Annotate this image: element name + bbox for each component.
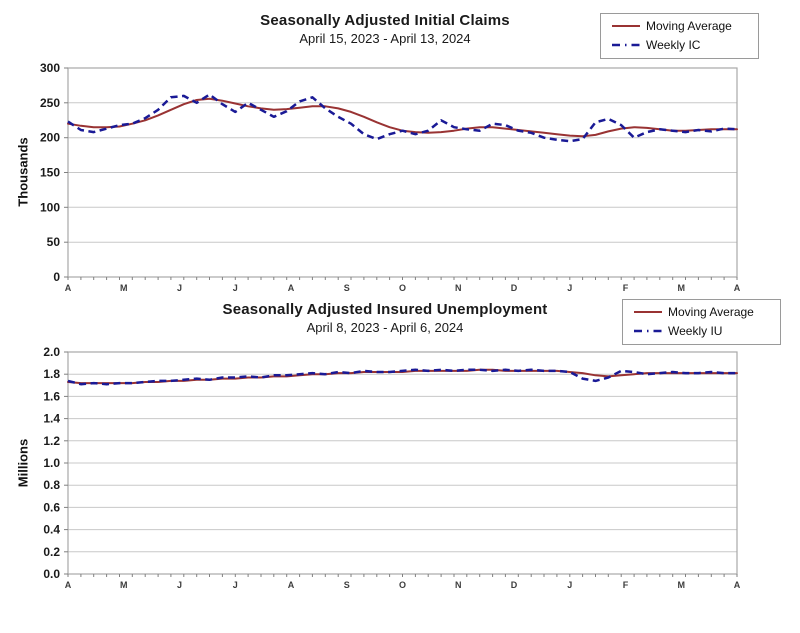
svg-text:S: S: [344, 283, 350, 293]
svg-text:A: A: [65, 580, 72, 590]
svg-text:J: J: [567, 283, 572, 293]
svg-text:1.0: 1.0: [43, 456, 60, 470]
legend-label: Weekly IU: [668, 324, 723, 338]
svg-text:O: O: [399, 283, 406, 293]
svg-text:S: S: [344, 580, 350, 590]
initial-claims-subtitle: April 15, 2023 - April 13, 2024: [299, 31, 471, 46]
svg-text:D: D: [511, 283, 518, 293]
initial-claims-legend: Moving Average Weekly IC: [600, 13, 759, 59]
svg-text:300: 300: [40, 61, 60, 75]
svg-text:J: J: [233, 283, 238, 293]
svg-text:50: 50: [47, 235, 61, 249]
svg-text:1.8: 1.8: [43, 367, 60, 381]
svg-text:F: F: [623, 580, 629, 590]
initial-claims-title: Seasonally Adjusted Initial Claims: [260, 12, 510, 29]
svg-text:A: A: [288, 283, 295, 293]
svg-text:M: M: [678, 580, 686, 590]
svg-text:M: M: [120, 580, 128, 590]
legend-item-weekly-iu: Weekly IU: [631, 324, 772, 338]
weekly-ic-line-icon: [612, 43, 640, 47]
legend-item-moving-average: Moving Average: [631, 305, 772, 319]
svg-text:N: N: [455, 580, 462, 590]
svg-text:1.2: 1.2: [43, 434, 60, 448]
insured-unemployment-subtitle: April 8, 2023 - April 6, 2024: [306, 320, 464, 335]
legend-label: Moving Average: [646, 19, 732, 33]
svg-text:J: J: [233, 580, 238, 590]
svg-text:A: A: [288, 580, 295, 590]
svg-text:0: 0: [53, 270, 60, 284]
svg-text:2.0: 2.0: [43, 345, 60, 359]
svg-text:0.8: 0.8: [43, 478, 60, 492]
svg-text:A: A: [734, 283, 741, 293]
svg-text:D: D: [511, 580, 518, 590]
svg-text:100: 100: [40, 200, 60, 214]
svg-text:1.6: 1.6: [43, 389, 60, 403]
svg-text:200: 200: [40, 131, 60, 145]
svg-text:J: J: [567, 580, 572, 590]
moving-average-line-icon: [634, 311, 662, 313]
svg-text:J: J: [177, 580, 182, 590]
moving-average-line-icon: [612, 25, 640, 27]
svg-text:0.4: 0.4: [43, 523, 60, 537]
legend-label: Moving Average: [668, 305, 754, 319]
insured-unemployment-title: Seasonally Adjusted Insured Unemployment: [222, 301, 548, 318]
svg-text:O: O: [399, 580, 406, 590]
svg-text:0.2: 0.2: [43, 545, 60, 559]
svg-text:250: 250: [40, 96, 60, 110]
insured-unemployment-legend: Moving Average Weekly IU: [622, 299, 781, 345]
svg-text:F: F: [623, 283, 629, 293]
svg-text:0.6: 0.6: [43, 500, 60, 514]
svg-text:A: A: [65, 283, 72, 293]
svg-text:N: N: [455, 283, 462, 293]
svg-text:1.4: 1.4: [43, 412, 60, 426]
svg-text:A: A: [734, 580, 741, 590]
svg-text:0.0: 0.0: [43, 567, 60, 581]
weekly-iu-line-icon: [634, 329, 662, 333]
svg-text:M: M: [120, 283, 128, 293]
legend-label: Weekly IC: [646, 38, 701, 52]
legend-item-weekly-ic: Weekly IC: [609, 38, 750, 52]
svg-text:J: J: [177, 283, 182, 293]
legend-item-moving-average: Moving Average: [609, 19, 750, 33]
svg-text:M: M: [678, 283, 686, 293]
svg-text:150: 150: [40, 166, 60, 180]
